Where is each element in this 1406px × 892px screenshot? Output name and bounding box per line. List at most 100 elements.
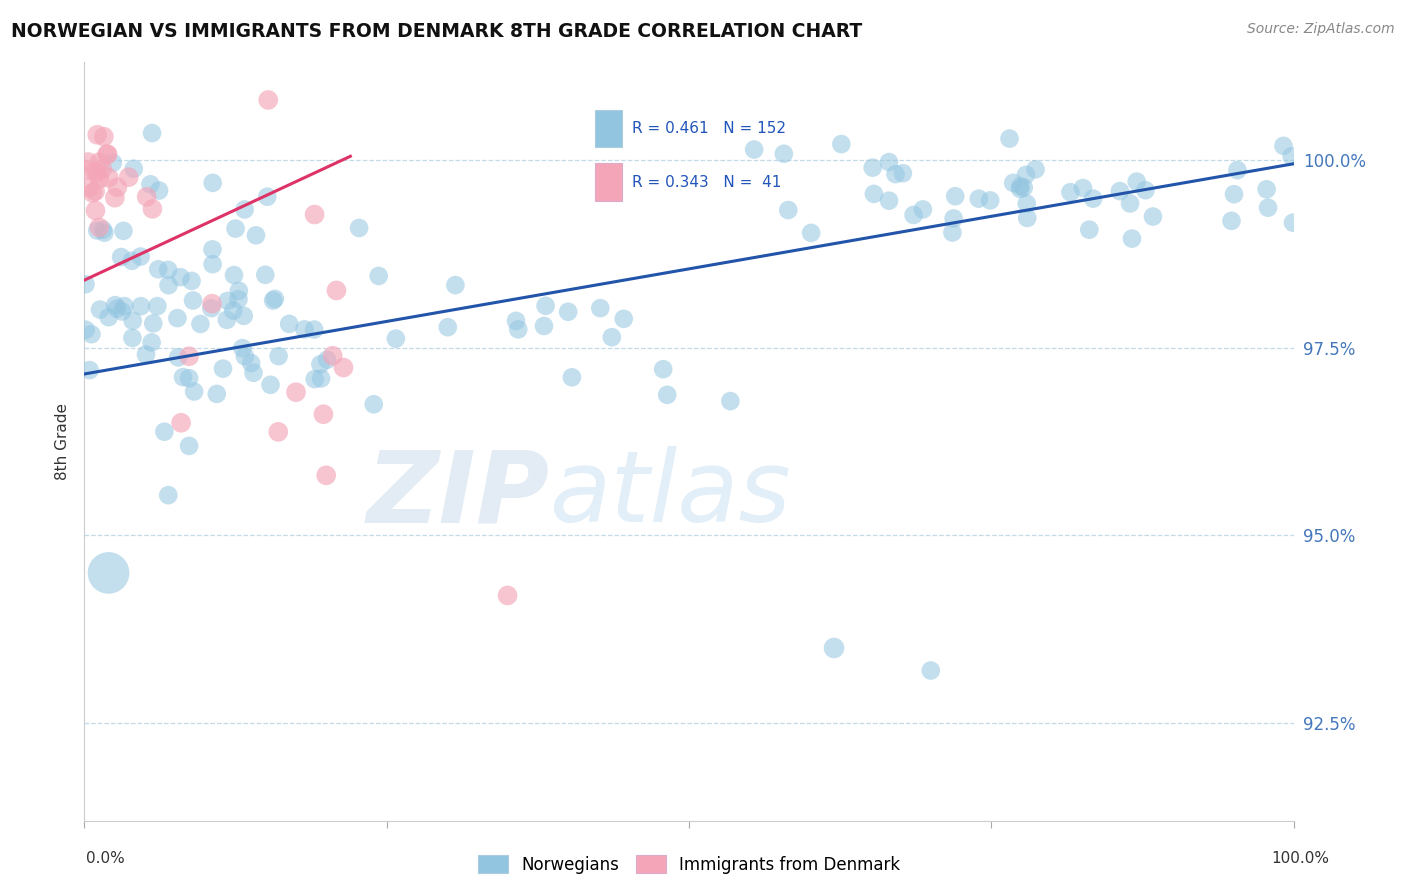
Point (1220, 214, 1243, 228)
Point (231, 341, 253, 355)
Point (101, 155, 124, 169)
Point (363, 397, 385, 411)
Point (105, 301, 128, 316)
Point (89, 302, 111, 317)
Point (444, 278, 467, 293)
Point (600, 330, 623, 344)
Point (561, 370, 583, 384)
Point (657, 388, 679, 402)
Point (312, 407, 335, 421)
Point (1135, 183, 1157, 197)
Point (256, 190, 278, 204)
Point (245, 228, 267, 243)
Point (166, 311, 188, 326)
Point (1119, 196, 1142, 211)
Point (222, 303, 245, 318)
Point (920, 664, 942, 678)
Point (1121, 232, 1143, 246)
Point (259, 377, 281, 392)
Point (122, 161, 145, 176)
Point (436, 320, 458, 334)
Point (201, 243, 224, 257)
Point (267, 349, 290, 363)
Point (97, 310, 120, 325)
Point (129, 250, 152, 264)
Point (179, 371, 201, 385)
Point (742, 143, 765, 157)
Point (79, 180, 101, 194)
Point (322, 349, 344, 363)
Point (91, 223, 114, 237)
Point (228, 292, 250, 306)
Text: atlas: atlas (550, 446, 792, 543)
Point (884, 167, 907, 181)
Point (201, 257, 224, 271)
Point (233, 349, 256, 363)
Point (285, 385, 308, 400)
Point (93, 226, 115, 240)
Point (557, 305, 579, 319)
Point (1108, 184, 1130, 198)
Point (79, 363, 101, 377)
Point (1010, 182, 1032, 196)
Point (1081, 192, 1104, 206)
Point (877, 194, 900, 208)
Point (1272, 138, 1295, 153)
Point (1125, 175, 1147, 189)
Point (332, 360, 354, 375)
Point (1025, 162, 1047, 177)
Point (367, 268, 389, 283)
Point (139, 178, 162, 192)
Point (105, 180, 128, 194)
Text: ZIP: ZIP (367, 446, 550, 543)
Point (1017, 211, 1039, 225)
Point (911, 202, 934, 217)
Point (718, 394, 741, 409)
Point (1002, 176, 1025, 190)
Point (97, 566, 120, 580)
Point (979, 194, 1001, 208)
Point (118, 170, 141, 185)
Point (177, 349, 200, 363)
Point (183, 384, 205, 399)
Y-axis label: 8th Grade: 8th Grade (55, 403, 70, 480)
Point (891, 166, 914, 180)
Point (267, 425, 290, 439)
Point (169, 270, 191, 285)
Point (877, 155, 900, 169)
Text: 100.0%: 100.0% (1271, 852, 1330, 866)
Point (77, 155, 100, 169)
Point (121, 253, 143, 268)
Point (508, 322, 530, 336)
Point (294, 322, 316, 336)
Text: Source: ZipAtlas.com: Source: ZipAtlas.com (1247, 22, 1395, 37)
Point (652, 362, 675, 376)
Point (212, 361, 235, 376)
Point (135, 347, 157, 361)
Point (146, 299, 169, 313)
Point (533, 318, 555, 333)
Point (104, 191, 127, 205)
Point (217, 293, 239, 308)
Point (91, 161, 114, 176)
Point (1015, 168, 1038, 182)
Point (205, 387, 228, 401)
Text: NORWEGIAN VS IMMIGRANTS FROM DENMARK 8TH GRADE CORRELATION CHART: NORWEGIAN VS IMMIGRANTS FROM DENMARK 8TH… (11, 22, 862, 41)
Point (823, 640, 845, 655)
Point (613, 311, 636, 326)
Point (1012, 180, 1035, 194)
Point (228, 284, 250, 298)
Point (278, 317, 301, 331)
Point (505, 314, 527, 328)
Point (153, 425, 176, 439)
Point (89, 220, 111, 235)
Point (903, 208, 925, 222)
Point (170, 416, 193, 430)
Point (111, 304, 134, 318)
Point (830, 137, 852, 152)
Point (998, 131, 1021, 145)
Point (1226, 163, 1249, 178)
Point (772, 146, 794, 161)
Point (242, 366, 264, 380)
Point (114, 299, 136, 313)
